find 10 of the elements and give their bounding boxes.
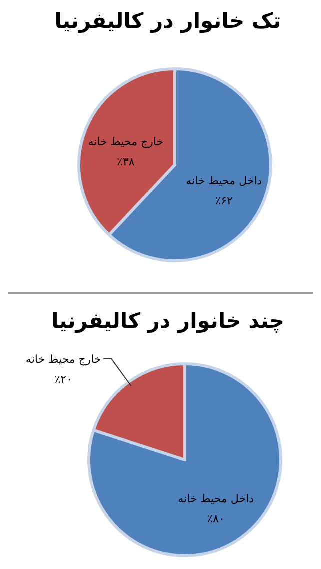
chart-title: تک خانوار در کالیفرنیا — [54, 9, 282, 34]
slice-label: خارج محیط خانه — [26, 353, 102, 366]
slice-label: خارج محیط خانه — [88, 136, 164, 149]
chart-title: چند خانوار در کالیفرنیا — [51, 309, 285, 334]
data-label: ٪۲۰ — [54, 373, 73, 386]
data-label: ٪۶۲ — [215, 194, 234, 208]
slice-label: داخل محیط خانه — [178, 492, 254, 506]
data-label: ٪۸۰ — [207, 512, 225, 526]
slice-label: داخل محیط خانه — [186, 174, 262, 188]
data-label: ٪۳۸ — [117, 156, 135, 169]
